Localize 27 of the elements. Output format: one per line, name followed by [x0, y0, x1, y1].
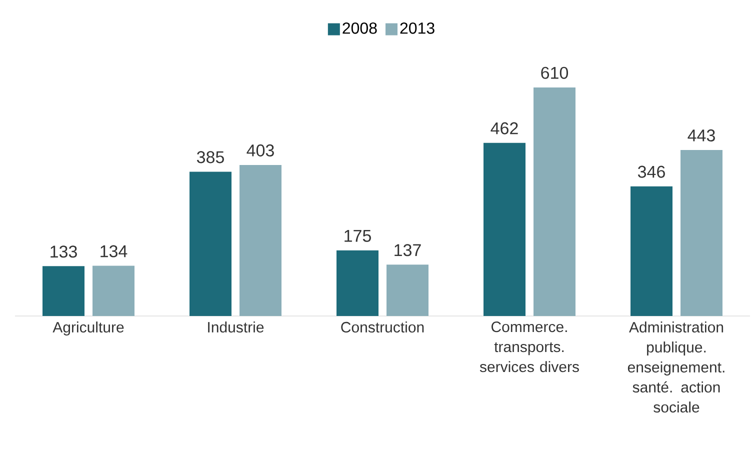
x-tick-label: Construction [341, 322, 424, 333]
data-label: 134 [100, 245, 128, 258]
bar [190, 172, 232, 316]
data-label: 133 [50, 246, 77, 258]
bar [336, 250, 379, 316]
data-label: 175 [344, 230, 371, 242]
bar [484, 142, 526, 316]
x-tick-label: Commerce. transports. services divers [480, 322, 579, 372]
bar [386, 264, 429, 316]
x-tick-label: Industrie [208, 322, 264, 333]
data-label: 385 [196, 151, 224, 164]
bar [534, 87, 576, 316]
bar [630, 186, 673, 316]
data-label: 610 [541, 66, 568, 79]
bar [240, 164, 282, 316]
data-label: 403 [246, 144, 274, 156]
data-label: 346 [638, 166, 665, 178]
bar [92, 266, 135, 316]
legend-label: 2008 [342, 22, 377, 34]
x-tick-label: Administration publique. enseignement. santé. action sociale [628, 322, 724, 413]
data-label: 443 [688, 129, 715, 142]
legend-label: 2013 [400, 22, 434, 34]
data-label: 137 [394, 244, 421, 256]
x-tick-label: Agriculture [52, 322, 124, 336]
bar [680, 150, 723, 316]
bar [42, 266, 84, 316]
data-label: 462 [490, 122, 518, 134]
